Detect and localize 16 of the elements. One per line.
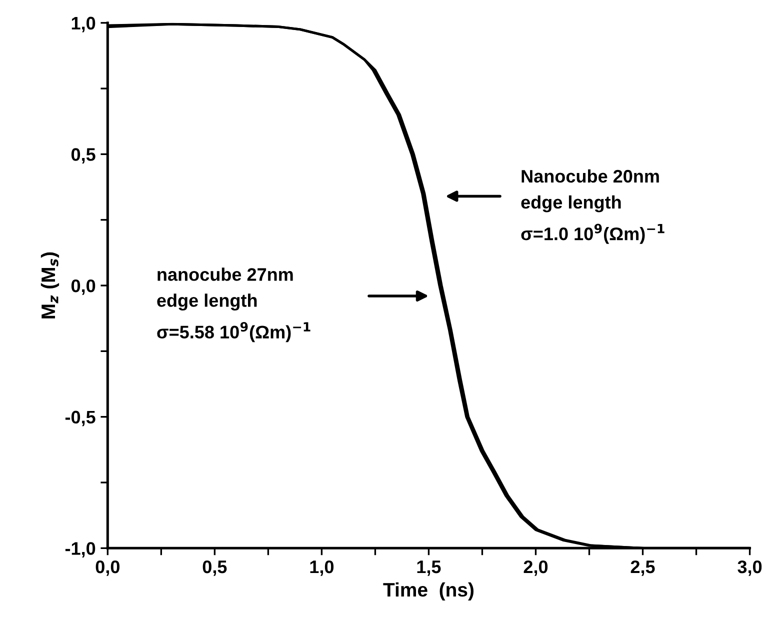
annotation: Nanocube 20nm edge length σ=1.0 10$^{9}$(Ωm)$^{−1}$ <box>521 169 664 244</box>
x-tick-label: 1,5 <box>417 560 441 576</box>
x-tick-label: 0,0 <box>96 560 120 576</box>
y-tick-label: 0,0 <box>71 279 96 295</box>
y-tick-label: 1,0 <box>72 16 96 32</box>
y-tick-label: -1,0 <box>65 542 96 558</box>
x-tick-label: 3,0 <box>738 560 762 576</box>
x-tick-label: 2,5 <box>630 560 655 576</box>
y-tick-label: -0,5 <box>65 410 96 426</box>
annotation: nanocube 27nm edge length σ=5.58 10$^{9}$(Ωm)$^{−1}$ <box>157 268 310 342</box>
y-axis-title: M$_{z}$ (M$_{s}$) <box>40 252 60 318</box>
x-tick-label: 2,0 <box>524 560 548 576</box>
x-tick-label: 1,0 <box>310 560 334 576</box>
x-axis-title: Time (ns) <box>383 582 474 600</box>
x-tick-label: 0,5 <box>202 560 227 576</box>
y-tick-label: 0,5 <box>71 148 96 164</box>
